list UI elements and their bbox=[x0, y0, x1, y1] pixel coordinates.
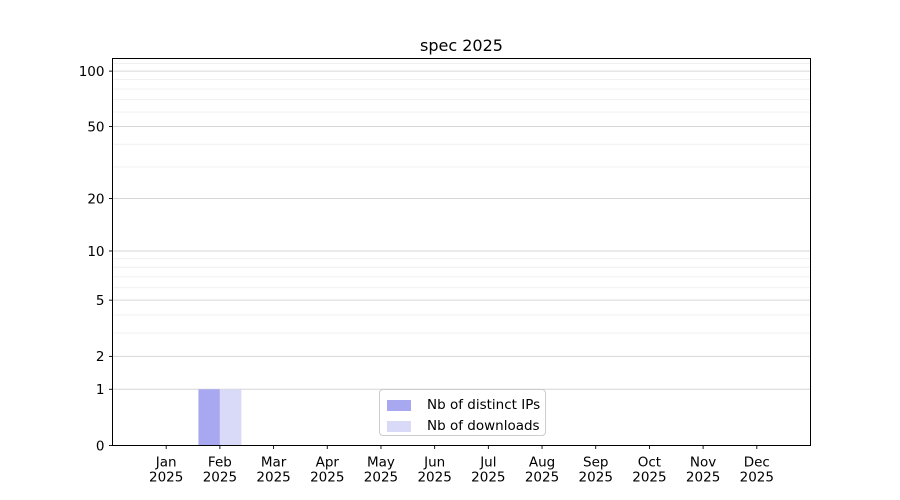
x-tick-label-year: 2025 bbox=[149, 470, 183, 486]
x-tick-label-year: 2025 bbox=[310, 470, 344, 486]
x-tick-label-month: Aug bbox=[529, 455, 555, 471]
x-tick-label-year: 2025 bbox=[203, 470, 237, 486]
axes-spines bbox=[112, 58, 811, 446]
x-tick-label-month: Nov bbox=[690, 455, 716, 471]
x-tick-label-month: May bbox=[367, 455, 395, 471]
x-tick-label-month: Feb bbox=[208, 455, 232, 471]
bar-downloads-feb bbox=[219, 389, 242, 446]
chart-title: spec 2025 bbox=[420, 36, 503, 55]
x-tick-label-year: 2025 bbox=[740, 470, 774, 486]
y-tick-label: 20 bbox=[87, 191, 104, 207]
x-tick-label-year: 2025 bbox=[364, 470, 398, 486]
y-tick-label: 0 bbox=[96, 438, 105, 454]
x-tick-label-month: Mar bbox=[261, 455, 287, 471]
legend: Nb of distinct IPs Nb of downloads bbox=[379, 389, 546, 436]
bar-distinct-ips-feb bbox=[198, 389, 220, 446]
legend-label-downloads: Nb of downloads bbox=[427, 418, 540, 434]
y-tick-label: 1 bbox=[96, 382, 105, 398]
x-tick-label-year: 2025 bbox=[632, 470, 666, 486]
x-tick-label-year: 2025 bbox=[471, 470, 505, 486]
x-tick-label-year: 2025 bbox=[579, 470, 613, 486]
y-tick-label: 2 bbox=[96, 349, 105, 365]
x-tick-label-year: 2025 bbox=[256, 470, 290, 486]
legend-swatch-downloads bbox=[387, 420, 411, 432]
x-tick-label-month: Jul bbox=[479, 455, 496, 471]
y-tick-label: 10 bbox=[87, 244, 104, 260]
x-tick-label-month: Jan bbox=[155, 455, 177, 471]
y-tick-label: 5 bbox=[96, 293, 105, 309]
legend-item-downloads: Nb of downloads bbox=[387, 417, 545, 435]
x-tick-label-year: 2025 bbox=[417, 470, 451, 486]
y-tick-label: 50 bbox=[87, 119, 104, 135]
y-tick-label: 100 bbox=[79, 64, 105, 80]
x-tick-label-month: Apr bbox=[316, 455, 340, 471]
legend-label-distinct-ips: Nb of distinct IPs bbox=[427, 397, 541, 413]
x-tick-label-year: 2025 bbox=[525, 470, 559, 486]
legend-swatch-distinct-ips bbox=[387, 399, 411, 411]
x-tick-label-year: 2025 bbox=[686, 470, 720, 486]
x-tick-label-month: Sep bbox=[583, 455, 608, 471]
x-tick-label-month: Oct bbox=[638, 455, 661, 471]
legend-item-distinct-ips: Nb of distinct IPs bbox=[387, 396, 545, 414]
x-tick-label-month: Dec bbox=[744, 455, 770, 471]
x-tick-label-month: Jun bbox=[423, 455, 445, 471]
